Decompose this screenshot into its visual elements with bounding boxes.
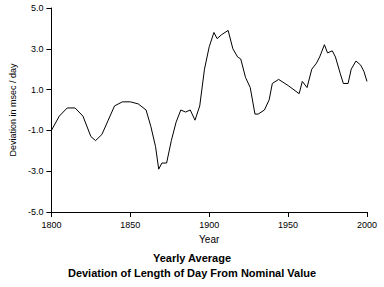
svg-text:Deviation in msec / day: Deviation in msec / day — [8, 63, 18, 157]
svg-text:1.0: 1.0 — [31, 85, 44, 95]
svg-text:-3.0: -3.0 — [28, 166, 44, 176]
svg-text:1900: 1900 — [199, 220, 219, 230]
svg-text:1850: 1850 — [120, 220, 140, 230]
svg-text:-1.0: -1.0 — [28, 125, 44, 135]
svg-text:Deviation of Length of Day Fro: Deviation of Length of Day From Nominal … — [68, 267, 316, 279]
svg-text:5.0: 5.0 — [31, 3, 44, 13]
svg-text:2000: 2000 — [357, 220, 377, 230]
svg-text:-5.0: -5.0 — [28, 207, 44, 217]
svg-text:Yearly Average: Yearly Average — [153, 252, 231, 264]
svg-text:Year: Year — [199, 234, 220, 245]
svg-text:1800: 1800 — [41, 220, 61, 230]
svg-text:1950: 1950 — [278, 220, 298, 230]
svg-text:3.0: 3.0 — [31, 44, 44, 54]
